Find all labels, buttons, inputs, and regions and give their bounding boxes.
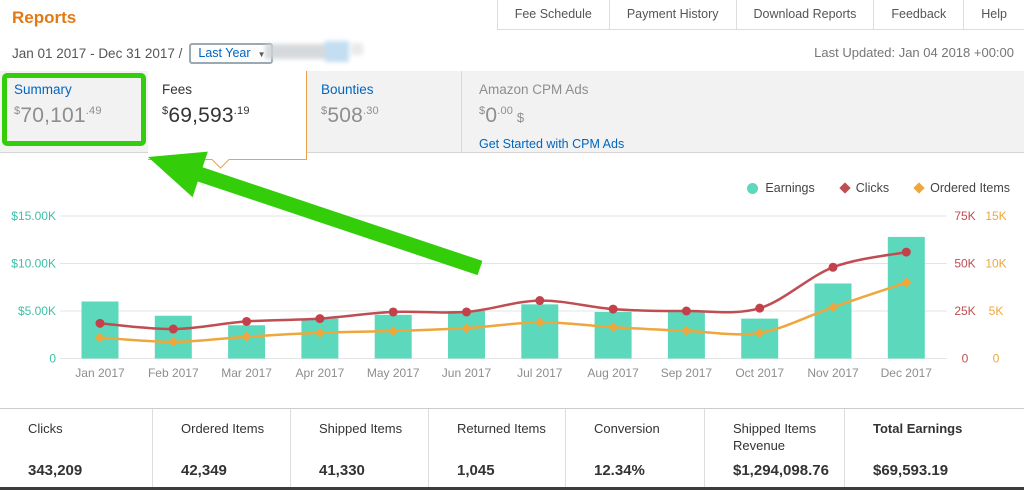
svg-text:Jun 2017: Jun 2017 [442,366,492,380]
legend-clicks: Clicks [839,181,889,195]
summary-col-value: 1,045 [457,462,495,479]
svg-text:$15.00K: $15.00K [11,209,56,223]
summary-col-shipped-items-revenue: Shipped Items Revenue $1,294,098.76 [704,409,844,488]
legend-earnings: Earnings [747,181,815,195]
svg-text:5K: 5K [989,304,1004,318]
ordered-items-marker-icon [913,182,925,194]
summary-col-value: 12.34% [594,462,645,479]
tab-summary-amount: $70,101.49 [14,104,102,127]
page-title: Reports [12,8,77,27]
svg-text:$10.00K: $10.00K [11,257,56,271]
tab-fees[interactable]: Fees $69,593.19 [148,71,307,169]
tab-cpm-amount: $0.00 $ [479,104,525,127]
svg-text:Jul 2017: Jul 2017 [517,366,563,380]
earnings-chart: Earnings Clicks Ordered Items $15.00K 75K… [0,168,1024,400]
summary-col-ordered-items: Ordered Items 42,349 [152,409,290,488]
nav-fee-schedule[interactable]: Fee Schedule [496,0,609,29]
top-nav: Fee Schedule Payment History Download Re… [496,0,1024,30]
chevron-down-icon: ▼ [257,50,266,59]
tab-bounties[interactable]: Bounties $508.30 [307,71,462,153]
summary-col-conversion: Conversion 12.34% [565,409,704,488]
earnings-marker-icon [747,182,759,194]
last-updated-text: Last Updated: Jan 04 2018 +00:00 [814,45,1014,60]
summary-col-value: 41,330 [319,462,365,479]
svg-text:Oct 2017: Oct 2017 [735,366,784,380]
summary-col-value: 42,349 [181,462,227,479]
svg-text:0: 0 [962,352,969,366]
summary-col-label: Ordered Items [181,421,265,436]
svg-text:10K: 10K [985,257,1006,271]
summary-col-label: Total Earnings [873,421,963,436]
nav-help[interactable]: Help [963,0,1024,29]
tab-fees-amount: $69,593.19 [162,104,250,127]
svg-text:0: 0 [993,352,1000,366]
tab-bounties-amount: $508.30 [321,104,379,127]
tab-amazon-cpm-ads[interactable]: Amazon CPM Ads $0.00 $ Get Started with … [462,71,1024,153]
summary-col-label: Returned Items [457,421,546,436]
svg-text:Apr 2017: Apr 2017 [296,366,345,380]
summary-col-total-earnings: Total Earnings $69,593.19 [844,409,1024,488]
nav-payment-history[interactable]: Payment History [608,0,736,29]
svg-text:Feb 2017: Feb 2017 [148,366,199,380]
date-range-text: Jan 01 2017 - Dec 31 2017 / [12,46,183,61]
summary-col-value: 343,209 [28,462,83,479]
tab-summary[interactable]: Summary $70,101.49 [0,71,148,153]
nav-download-reports[interactable]: Download Reports [735,0,874,29]
range-select-dropdown[interactable]: Last Year ▼ [189,43,273,64]
svg-text:Dec 2017: Dec 2017 [881,366,933,380]
tab-summary-label: Summary [14,82,72,97]
date-range-row: Jan 01 2017 - Dec 31 2017 / Last Year ▼ [12,43,273,64]
nav-feedback[interactable]: Feedback [873,0,963,29]
svg-text:Jan 2017: Jan 2017 [75,366,125,380]
svg-text:0: 0 [49,352,56,366]
legend-ordered-items: Ordered Items [913,181,1010,195]
summary-col-label: Conversion [594,421,660,436]
tab-fees-label: Fees [162,82,193,97]
active-tab-notch [211,150,230,169]
tab-cpm-label: Amazon CPM Ads [479,82,589,97]
svg-text:50K: 50K [954,257,975,271]
summary-col-value: $1,294,098.76 [733,462,829,479]
summary-col-clicks: Clicks 343,209 [0,409,152,488]
get-started-cpm-link[interactable]: Get Started with CPM Ads [479,137,625,151]
svg-text:Nov 2017: Nov 2017 [807,366,859,380]
svg-text:15K: 15K [985,209,1006,223]
summary-col-label: Clicks [28,421,63,436]
report-tabs: Summary $70,101.49 Fees $69,593.19 Bount… [0,71,1024,169]
tracking-id-redacted [265,41,365,62]
svg-text:May 2017: May 2017 [367,366,420,380]
svg-text:Sep 2017: Sep 2017 [661,366,713,380]
summary-table: Clicks 343,209 Ordered Items 42,349 Shipped … [0,408,1024,488]
svg-text:25K: 25K [954,304,975,318]
summary-col-value: $69,593.19 [873,462,949,479]
svg-text:Aug 2017: Aug 2017 [587,366,639,380]
svg-text:$5.00K: $5.00K [18,304,56,318]
svg-text:75K: 75K [954,209,975,223]
clicks-marker-icon [839,182,851,194]
summary-col-returned-items: Returned Items 1,045 [428,409,565,488]
svg-text:Mar 2017: Mar 2017 [221,366,272,380]
summary-col-label: Shipped Items Revenue [733,421,817,453]
window-bottom-edge [0,487,1024,490]
summary-col-shipped-items: Shipped Items 41,330 [290,409,428,488]
tab-bounties-label: Bounties [321,82,374,97]
chart-legend: Earnings Clicks Ordered Items [747,181,1010,195]
summary-col-label: Shipped Items [319,421,403,436]
chart-plot: $15.00K 75K 15K $10.00K 50K 10K $5.00K 25K 5K 0 0 0… [11,209,1006,380]
